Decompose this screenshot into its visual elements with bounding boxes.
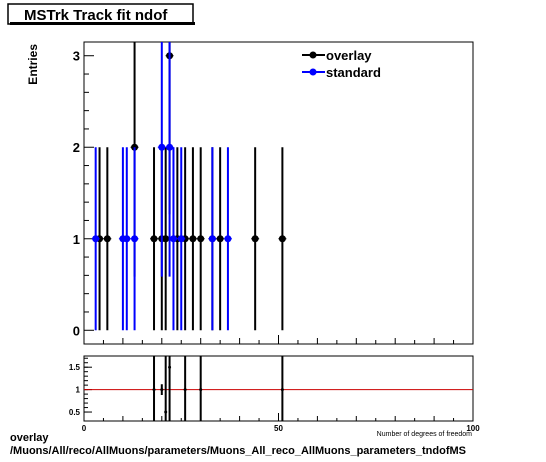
data-point-standard [169,235,177,243]
footer-line-1: overlay [10,432,49,444]
data-point-standard [158,143,166,151]
y-tick-label: 3 [73,49,80,64]
data-point-overlay [189,235,197,243]
x-tick-label: 50 [274,424,283,433]
x-tick-label: 100 [466,424,480,433]
x-tick-label: 0 [82,424,87,433]
legend-standard-marker [309,68,317,76]
ratio-point [160,388,164,392]
data-point-standard [166,143,174,151]
data-point-standard [92,235,100,243]
data-point-overlay [216,235,224,243]
legend-overlay-marker [309,51,317,59]
ratio-y-tick-label: 1.5 [69,363,81,372]
data-point-overlay [162,235,170,243]
ratio-y-tick-label: 0.5 [69,408,81,417]
data-point-standard [131,235,139,243]
ratio-point [152,388,156,392]
legend-overlay-label: overlay [326,48,372,63]
data-point-overlay [251,235,259,243]
data-point-standard [177,235,185,243]
legend: overlay standard [302,48,381,80]
ratio-point [199,388,203,392]
data-point-standard [208,235,216,243]
data-point-overlay [197,235,205,243]
data-point-overlay [150,235,158,243]
data-point-overlay [278,235,286,243]
ratio-point [168,365,172,369]
data-point-standard [123,235,131,243]
ratio-y-tick-label: 1 [76,386,81,395]
y-tick-label: 2 [73,140,80,155]
ratio-plot-frame [83,355,474,422]
x-axis-label: Number of degrees of freedom [377,431,472,438]
ratio-point [183,388,187,392]
data-point-standard [224,235,232,243]
chart-title: MSTrk Track fit ndof [24,7,168,24]
title-box-shadow [10,22,195,25]
main-plot-frame [83,41,474,345]
ratio-point [164,410,168,414]
ratio-point [280,388,284,392]
footer-line-2: /Muons/All/reco/AllMuons/parameters/Muon… [10,445,466,457]
data-point-overlay [103,235,111,243]
y-axis-label: Entries [26,44,40,85]
legend-standard-label: standard [326,65,381,80]
y-tick-label: 1 [73,232,80,247]
y-tick-label: 0 [73,323,80,338]
